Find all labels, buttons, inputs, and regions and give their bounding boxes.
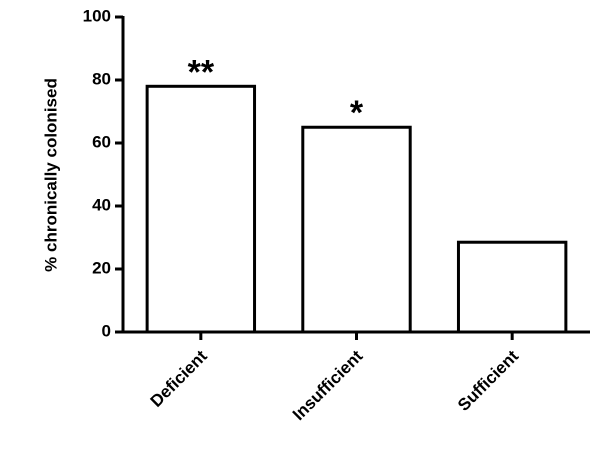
- y-tick-label: 0: [102, 321, 111, 340]
- x-tick-label: Sufficient: [454, 346, 522, 414]
- annotation: *: [350, 94, 364, 132]
- bar: [145, 84, 257, 334]
- bar: [301, 125, 412, 334]
- y-tick-label: 20: [92, 258, 111, 277]
- bar: [456, 240, 568, 334]
- x-tick-label: Deficient: [147, 346, 211, 410]
- y-tick-label: 40: [92, 195, 111, 214]
- annotation: **: [188, 53, 215, 91]
- y-tick-label: 80: [92, 69, 111, 88]
- y-tick-label: 100: [83, 6, 111, 25]
- y-axis-label: % chronically colonised: [41, 78, 60, 272]
- x-tick-label: Insufficient: [289, 346, 367, 424]
- y-tick-label: 60: [92, 132, 111, 151]
